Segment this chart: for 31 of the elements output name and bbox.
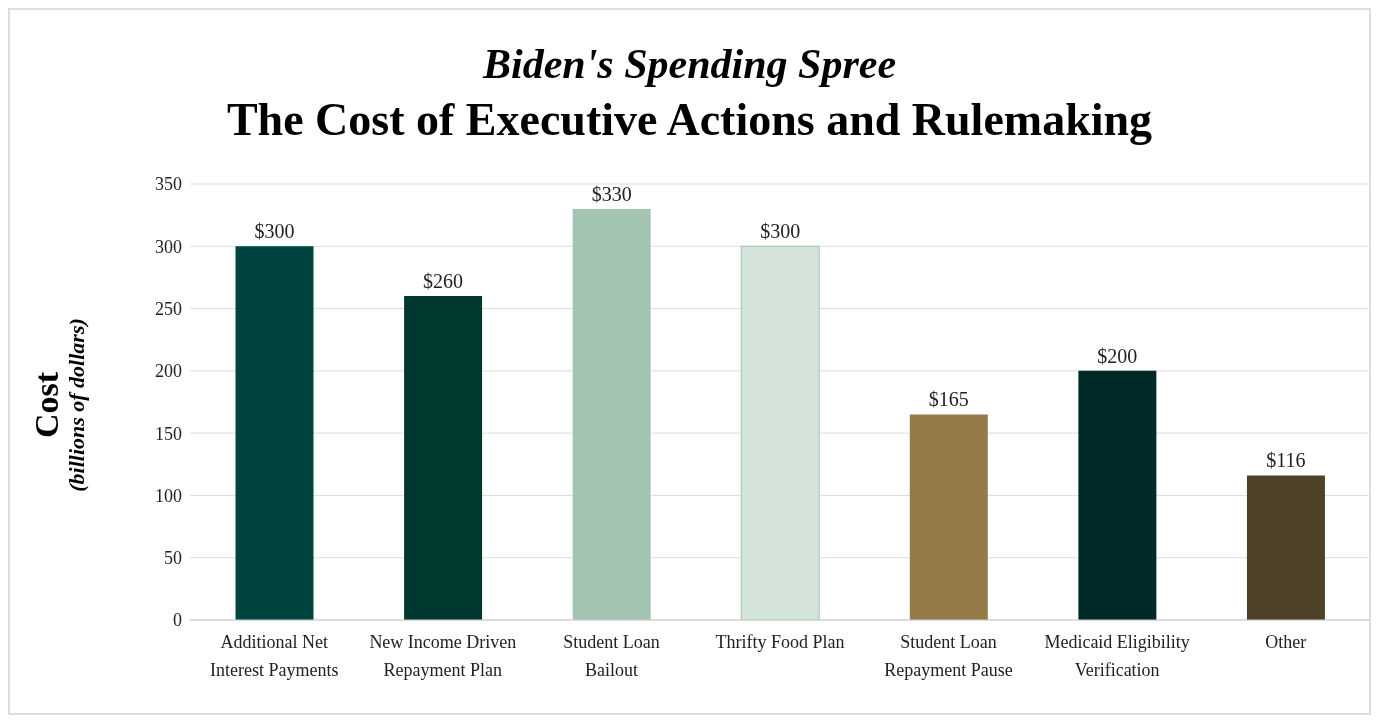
x-tick-label: Student Loan Repayment Pause — [884, 632, 1013, 680]
data-label: $116 — [1266, 449, 1306, 472]
bar — [1246, 475, 1325, 620]
y-tick-label: 300 — [155, 236, 182, 257]
bar — [1078, 370, 1157, 620]
bar — [235, 246, 314, 620]
chart-subtitle: The Cost of Executive Actions and Rulemaking — [225, 93, 1154, 147]
y-tick-label: 350 — [155, 174, 182, 195]
y-axis-title: Cost (billions of dollars) — [28, 318, 89, 492]
data-label: $300 — [760, 220, 801, 243]
x-tick-label: Thrifty Food Plan — [715, 632, 845, 652]
y-tick-label: 150 — [155, 423, 182, 444]
x-tick-label: New Income Driven Repayment Plan — [369, 632, 517, 680]
x-tick-label: Additional Net Interest Payments — [210, 632, 339, 680]
data-label: $260 — [423, 270, 464, 293]
x-tick-label: Medicaid Eligibility Verification — [1044, 632, 1190, 680]
data-label: $330 — [591, 182, 632, 205]
data-label: $300 — [254, 220, 295, 243]
chart-title: Biden's Spending Spree — [481, 40, 898, 88]
x-tick-label: Student Loan Bailout — [563, 632, 660, 680]
bar — [404, 296, 483, 620]
y-tick-label: 250 — [155, 298, 182, 319]
y-tick-label: 100 — [155, 485, 182, 506]
x-tick-label: Other — [1265, 632, 1307, 652]
data-label: $165 — [928, 388, 969, 411]
y-tick-label: 200 — [155, 361, 182, 382]
y-tick-label: 0 — [173, 610, 182, 631]
bar — [909, 414, 988, 620]
bar — [572, 208, 651, 620]
data-label: $200 — [1097, 344, 1138, 367]
y-tick-label: 50 — [164, 548, 182, 569]
